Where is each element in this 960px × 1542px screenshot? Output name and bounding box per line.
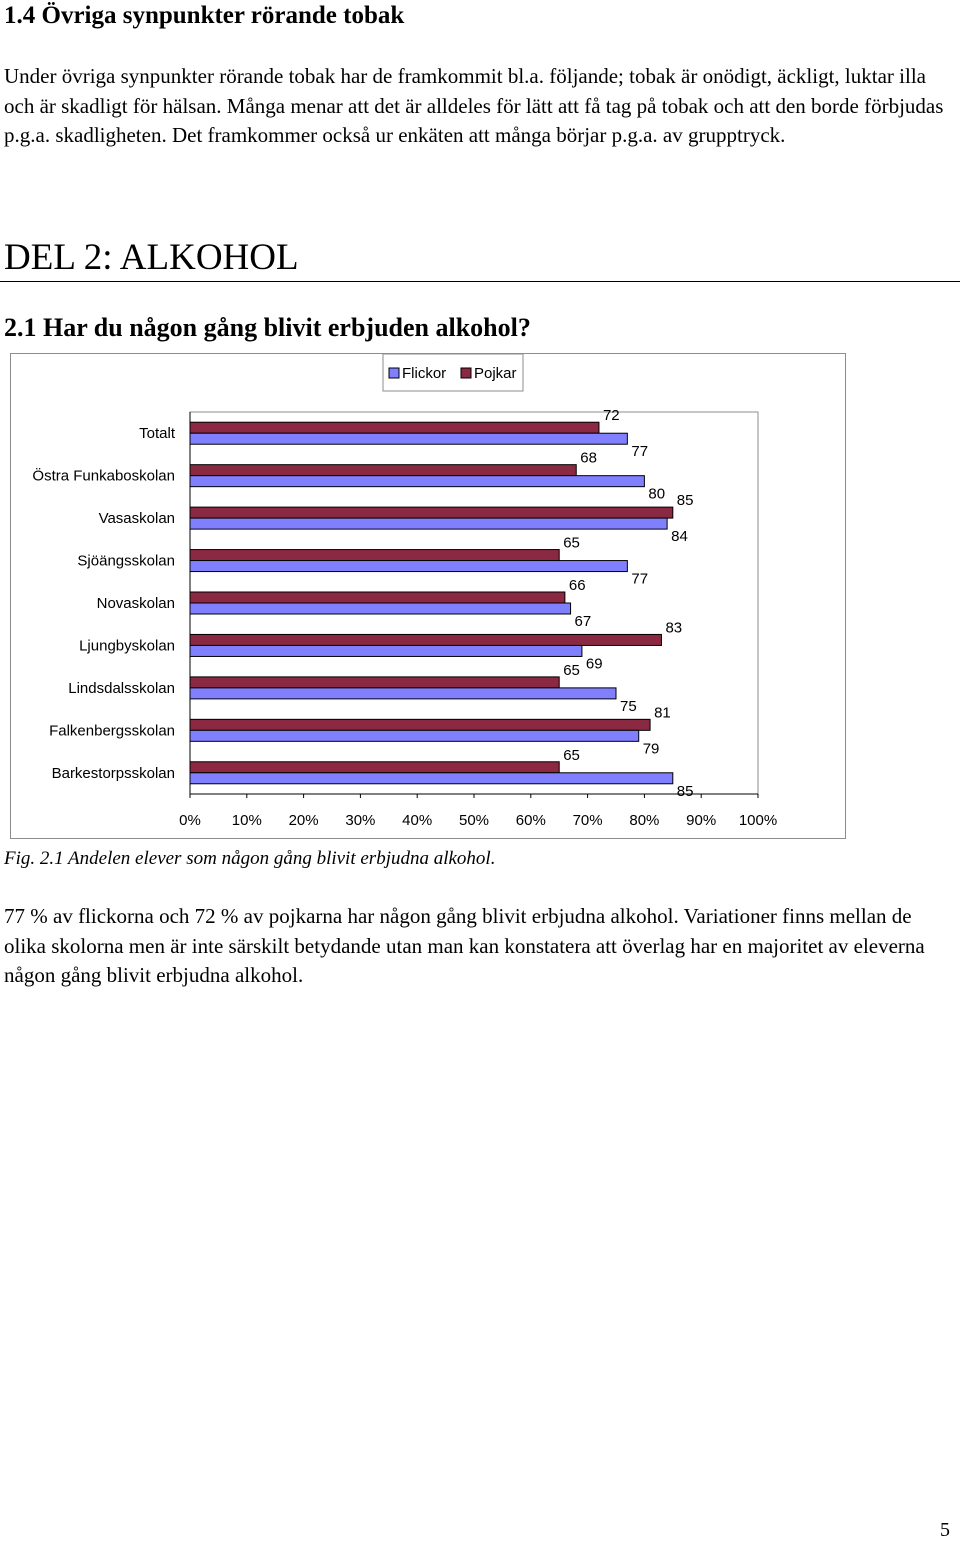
x-tick-label: 70% [573,812,603,829]
category-label-ljungbyskolan: Ljungbyskolan [79,637,175,654]
bar-pojkar-barkestorpsskolan [189,761,560,774]
x-tick-label: 50% [459,812,489,829]
bar-chart: Flickor Pojkar 72 68 85 65 66 83 65 81 65 77 80 84 77… [32,353,777,829]
data-label-pojkar-lindsdalsskolan: 65 [563,662,580,679]
section-1-4-paragraph: Under övriga synpunkter rörande tobak ha… [4,64,944,147]
data-label-pojkar-totalt: 72 [603,407,620,424]
page-number: 5 [940,1519,950,1541]
category-label-lindsdalsskolan: Lindsdalsskolan [68,680,175,697]
data-label-pojkar-ostra-funkaboskolan: 68 [580,450,597,467]
bar-pojkar-lindsdalsskolan [189,676,560,689]
x-tick-label: 20% [289,812,319,829]
x-tick-label: 60% [516,812,546,829]
bar-flickor-barkestorpsskolan [189,772,674,785]
bar-pojkar-falkenbergsskolan [189,718,651,731]
data-label-flickor-barkestorpsskolan: 85 [677,783,694,800]
chart-frame: Flickor Pojkar 72 68 85 65 66 83 65 81 65 77 80 84 77… [10,353,846,839]
bar-flickor-sjoangsskolan [189,560,628,573]
x-tick-label: 90% [686,812,716,829]
category-label-barkestorpsskolan: Barkestorpsskolan [52,765,175,782]
bar-flickor-novaskolan [189,602,572,615]
category-label-vasaskolan: Vasaskolan [99,510,175,527]
bar-pojkar-sjoangsskolan [189,549,560,562]
part-heading: DEL 2: ALKOHOL [4,237,299,278]
category-label-totalt: Totalt [139,425,176,442]
section-1-4-heading: 1.4 Övriga synpunkter rörande tobak [4,2,405,29]
data-label-pojkar-falkenbergsskolan: 81 [654,704,671,721]
legend-swatch-pojkar [460,367,472,379]
figure-caption: Fig. 2.1 Andelen elever som någon gång b… [4,848,496,869]
data-label-flickor-novaskolan: 67 [575,613,592,630]
x-tick-label: 30% [345,812,375,829]
category-label-falkenbergsskolan: Falkenbergsskolan [49,722,175,739]
section-2-1-paragraph: 77 % av flickorna och 72 % av pojkarna h… [4,904,925,987]
data-label-flickor-sjoangsskolan: 77 [631,571,648,588]
data-label-flickor-lindsdalsskolan: 75 [620,698,637,715]
bar-pojkar-ostra-funkaboskolan [189,464,577,477]
chart-legend: Flickor Pojkar [382,353,524,392]
x-tick-label: 10% [232,812,262,829]
category-label-ostra-funkaboskolan: Östra Funkaboskolan [32,467,175,485]
data-label-flickor-ostra-funkaboskolan: 80 [648,486,665,503]
bar-pojkar-totalt [189,421,600,434]
category-label-novaskolan: Novaskolan [97,595,175,612]
bar-flickor-ljungbyskolan [189,644,583,657]
bar-flickor-totalt [189,432,628,445]
data-label-flickor-ljungbyskolan: 69 [586,655,603,672]
data-label-flickor-vasaskolan: 84 [671,528,688,545]
bar-flickor-ostra-funkaboskolan [189,475,645,488]
data-label-flickor-totalt: 77 [631,443,648,460]
x-tick-label: 40% [402,812,432,829]
data-label-pojkar-barkestorpsskolan: 65 [563,747,580,764]
section-2-1-heading: 2.1 Har du någon gång blivit erbjuden al… [4,313,531,342]
data-label-pojkar-sjoangsskolan: 65 [563,535,580,552]
legend-box [382,353,524,392]
legend-swatch-flickor [388,367,400,379]
legend-label-flickor: Flickor [402,365,446,382]
bar-pojkar-ljungbyskolan [189,633,662,646]
bar-pojkar-vasaskolan [189,506,674,519]
bar-flickor-falkenbergsskolan [189,729,640,742]
legend-label-pojkar: Pojkar [474,365,517,382]
x-tick-label: 0% [179,812,201,829]
bar-flickor-lindsdalsskolan [189,687,617,700]
data-label-pojkar-ljungbyskolan: 83 [665,619,682,636]
data-label-pojkar-vasaskolan: 85 [677,492,694,509]
bar-flickor-vasaskolan [189,517,668,530]
category-label-sjoangsskolan: Sjöängsskolan [77,553,175,570]
data-label-pojkar-novaskolan: 66 [569,577,586,594]
data-label-flickor-falkenbergsskolan: 79 [643,740,660,757]
x-tick-label: 80% [629,812,659,829]
part-heading-rule [0,281,960,282]
bar-pojkar-novaskolan [189,591,566,604]
x-tick-label: 100% [739,812,777,829]
